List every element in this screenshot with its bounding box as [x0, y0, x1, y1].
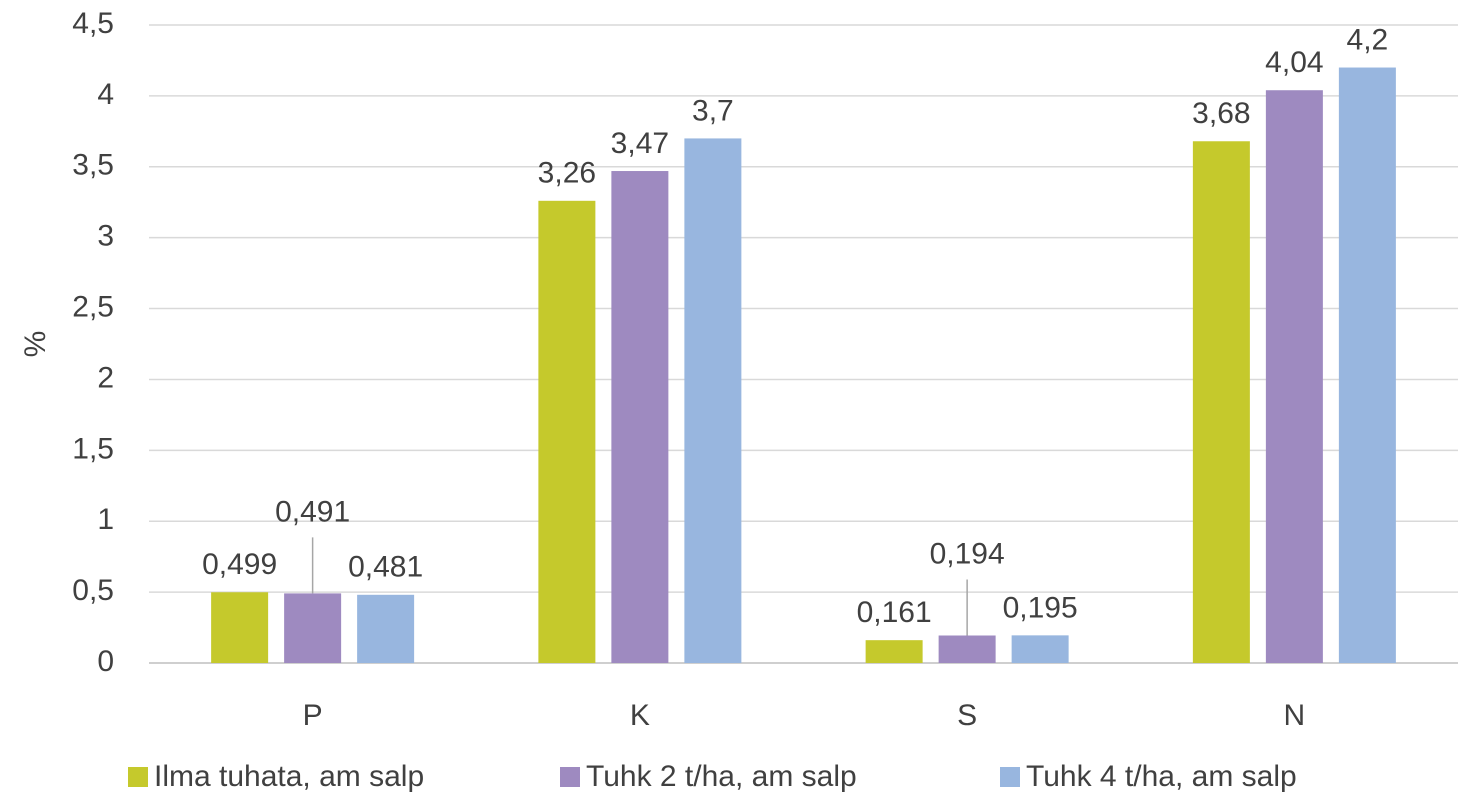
bar: [211, 592, 269, 663]
y-tick-label: 1: [97, 503, 114, 536]
bar: [684, 138, 742, 663]
bar: [865, 640, 923, 663]
y-tick-label: 1,5: [72, 432, 114, 465]
data-label: 3,47: [611, 127, 669, 160]
y-axis-title: %: [19, 331, 52, 358]
data-label: 0,499: [202, 548, 277, 581]
bar: [1338, 67, 1396, 664]
y-tick-label: 2,5: [72, 290, 114, 323]
bar: [611, 171, 669, 663]
x-tick-label: K: [630, 699, 650, 732]
legend-label: Tuhk 2 t/ha, am salp: [586, 760, 857, 793]
y-tick-label: 4: [97, 78, 114, 111]
data-label: 0,194: [930, 537, 1005, 570]
data-label: 4,2: [1347, 23, 1389, 56]
x-tick-label: N: [1284, 699, 1306, 732]
bar: [938, 635, 996, 663]
data-label: 3,7: [692, 94, 734, 127]
data-label: 0,481: [348, 551, 423, 584]
y-tick-label: 0: [97, 645, 114, 678]
legend-swatch: [1000, 767, 1020, 787]
y-tick-label: 3: [97, 220, 114, 253]
bar: [1011, 635, 1069, 663]
y-tick-label: 2: [97, 361, 114, 394]
legend-label: Tuhk 4 t/ha, am salp: [1026, 760, 1297, 793]
bar: [1192, 141, 1250, 663]
bar: [284, 593, 342, 663]
bar: [538, 200, 596, 663]
data-label: 0,161: [857, 596, 932, 629]
legend-label: Ilma tuhata, am salp: [154, 760, 424, 793]
data-label: 0,491: [275, 495, 350, 528]
y-tick-label: 3,5: [72, 149, 114, 182]
y-tick-label: 4,5: [72, 7, 114, 40]
bar: [357, 594, 415, 663]
legend-swatch: [128, 767, 148, 787]
x-tick-label: P: [303, 699, 323, 732]
data-label: 3,26: [538, 157, 596, 190]
data-label: 3,68: [1192, 97, 1250, 130]
legend-swatch: [560, 767, 580, 787]
y-tick-label: 0,5: [72, 574, 114, 607]
data-label: 0,195: [1003, 591, 1078, 624]
x-tick-label: S: [957, 699, 977, 732]
bar: [1265, 90, 1323, 664]
data-label: 4,04: [1265, 46, 1323, 79]
